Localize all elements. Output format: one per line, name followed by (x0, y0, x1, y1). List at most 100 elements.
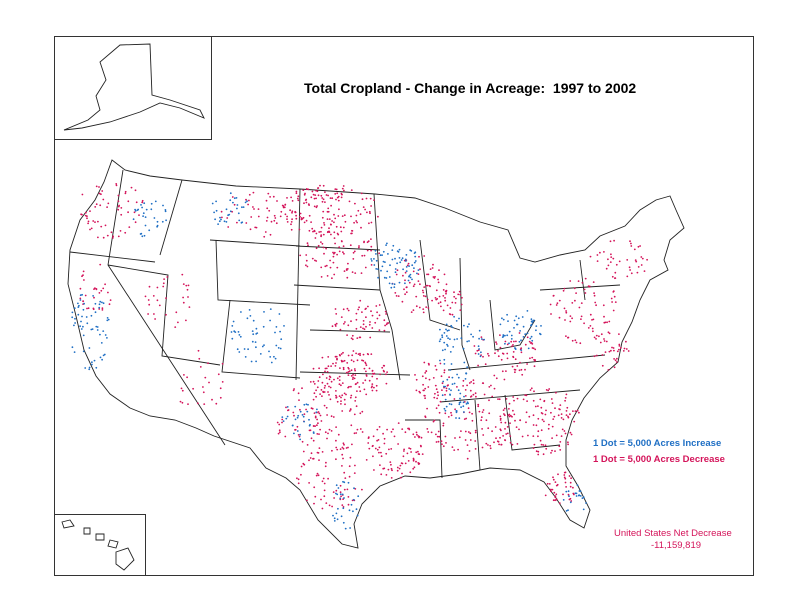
decrease-dot (326, 371, 329, 373)
decrease-dot (489, 447, 492, 450)
decrease-dot (463, 418, 466, 420)
increase-dot (466, 401, 469, 404)
decrease-dot (531, 356, 534, 359)
decrease-dot (383, 442, 386, 445)
decrease-dot (363, 367, 366, 370)
decrease-dot (580, 302, 583, 304)
decrease-dot (506, 343, 509, 346)
decrease-dot (511, 443, 514, 446)
decrease-dot (342, 442, 345, 445)
decrease-dot (117, 235, 120, 238)
decrease-dot (421, 453, 424, 455)
increase-dot (275, 326, 278, 328)
decrease-dot (506, 426, 509, 428)
decrease-dot (639, 245, 641, 247)
decrease-dot (185, 319, 187, 322)
increase-dot (535, 325, 538, 327)
decrease-dot (358, 306, 360, 309)
decrease-dot (567, 441, 569, 444)
decrease-dot (426, 298, 429, 301)
decrease-dot (534, 405, 537, 408)
decrease-dot (447, 416, 450, 418)
decrease-dot (610, 253, 612, 256)
decrease-dot (610, 297, 613, 300)
decrease-dot (424, 397, 426, 400)
decrease-dot (306, 499, 308, 502)
decrease-dot (560, 435, 563, 437)
decrease-dot (309, 429, 312, 432)
decrease-dot (574, 410, 577, 412)
decrease-dot (543, 399, 546, 402)
decrease-dot (432, 263, 434, 266)
decrease-dot (97, 220, 99, 223)
increase-dot (373, 264, 376, 266)
decrease-dot (371, 383, 374, 385)
increase-dot (273, 355, 275, 358)
decrease-dot (453, 295, 456, 298)
decrease-dot (457, 293, 460, 296)
decrease-dot (318, 459, 320, 461)
decrease-dot (253, 208, 255, 210)
decrease-dot (383, 329, 386, 332)
increase-dot (214, 218, 217, 221)
decrease-dot (458, 436, 461, 439)
decrease-dot (434, 365, 437, 367)
increase-dot (449, 393, 451, 396)
increase-dot (79, 299, 82, 301)
decrease-dot (628, 266, 631, 269)
decrease-dot (353, 432, 356, 435)
decrease-dot (320, 226, 323, 229)
decrease-dot (421, 375, 424, 378)
decrease-dot (569, 320, 572, 323)
decrease-dot (273, 219, 276, 222)
decrease-dot (502, 353, 505, 355)
increase-dot (143, 234, 146, 237)
decrease-dot (574, 339, 577, 342)
decrease-dot (295, 192, 298, 195)
increase-dot (507, 320, 509, 322)
decrease-dot (104, 283, 106, 286)
increase-dot (568, 495, 570, 498)
increase-dot (293, 432, 295, 435)
decrease-dot (474, 431, 477, 434)
decrease-dot (550, 488, 552, 491)
decrease-dot (493, 441, 495, 444)
decrease-dot (402, 455, 405, 458)
decrease-dot (339, 328, 342, 331)
decrease-dot (368, 323, 371, 326)
decrease-dot (534, 348, 537, 351)
decrease-dot (152, 295, 155, 297)
decrease-dot (459, 293, 462, 296)
decrease-dot (593, 355, 596, 358)
decrease-dot (376, 317, 379, 320)
decrease-dot (503, 378, 506, 381)
decrease-dot (367, 436, 370, 439)
increase-dot (522, 325, 525, 328)
decrease-dot (115, 183, 118, 185)
decrease-dot (412, 433, 415, 436)
decrease-dot (335, 225, 338, 228)
decrease-dot (563, 307, 566, 310)
decrease-dot (400, 476, 402, 479)
decrease-dot (355, 312, 358, 315)
decrease-dot (511, 415, 513, 418)
decrease-dot (550, 490, 552, 492)
increase-dot (517, 317, 520, 320)
decrease-dot (370, 264, 373, 266)
increase-dot (446, 329, 449, 332)
decrease-dot (384, 310, 387, 313)
increase-dot (394, 257, 396, 260)
decrease-dot (470, 395, 473, 398)
decrease-dot (437, 281, 440, 284)
increase-dot (455, 411, 458, 414)
decrease-dot (444, 412, 447, 415)
decrease-dot (615, 263, 618, 266)
decrease-dot (448, 313, 451, 315)
decrease-dot (233, 203, 236, 206)
decrease-dot (429, 285, 431, 288)
decrease-dot (406, 264, 409, 267)
decrease-dot (362, 382, 364, 384)
decrease-dot (446, 384, 449, 387)
increase-dot (451, 376, 454, 379)
decrease-dot (312, 398, 315, 401)
